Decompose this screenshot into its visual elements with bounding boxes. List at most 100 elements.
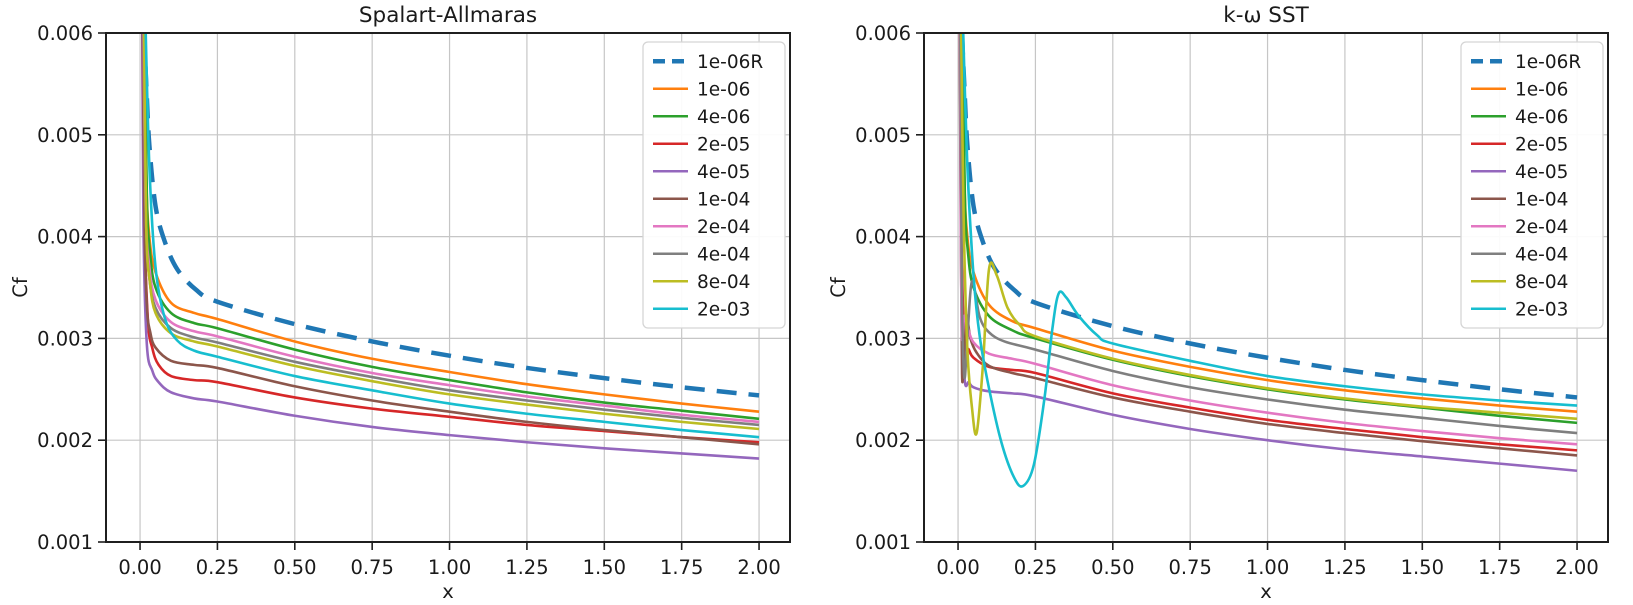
x-tick-label: 1.25 xyxy=(1323,556,1366,579)
y-tick-label: 0.005 xyxy=(855,124,911,147)
series-line-1e-06R xyxy=(141,33,760,398)
y-tick-label: 0.002 xyxy=(37,429,93,452)
legend-entry-label: 4e-04 xyxy=(697,244,750,265)
legend: 1e-06R 1e-06 4e-06 2e-05 4e-05 1e-04 2e-04 4e-0… xyxy=(1460,41,1604,329)
legend-entry-label: 2e-05 xyxy=(1515,134,1568,155)
series-line-1e-06R xyxy=(959,33,1578,400)
legend-entry-label: 1e-04 xyxy=(697,189,750,210)
legend-entry-4e-05: 4e-05 xyxy=(653,162,750,183)
legend-entry-label: 1e-06R xyxy=(697,52,763,73)
y-tick-label: 0.006 xyxy=(855,22,911,45)
series-line-1e-04 xyxy=(141,33,760,446)
x-tick-label: 0.00 xyxy=(936,556,979,579)
legend-entry-label: 2e-05 xyxy=(697,134,750,155)
legend-entry-label: 1e-04 xyxy=(1515,189,1568,210)
x-tick-label: 1.50 xyxy=(583,556,626,579)
x-tick-label: 0.50 xyxy=(1091,556,1134,579)
legend: 1e-06R 1e-06 4e-06 2e-05 4e-05 1e-04 2e-04 4e-0… xyxy=(642,41,786,329)
legend-entry-label: 2e-03 xyxy=(697,299,750,320)
x-tick-label: 2.00 xyxy=(1555,556,1598,579)
x-tick-label: 1.25 xyxy=(505,556,548,579)
y-tick-label: 0.002 xyxy=(855,429,911,452)
series-line-4e-06 xyxy=(143,33,760,421)
x-tick-label: 1.75 xyxy=(660,556,703,579)
series-curves xyxy=(141,33,760,460)
legend-entry-4e-05: 4e-05 xyxy=(1471,162,1568,183)
series-line-8e-04 xyxy=(959,33,1578,436)
legend-entry-1e-06: 1e-06 xyxy=(1471,79,1568,100)
legend-entry-1e-04: 1e-04 xyxy=(1471,189,1568,210)
series-line-8e-04 xyxy=(142,33,760,431)
series-line-2e-03 xyxy=(961,33,1578,488)
legend-entry-1e-06: 1e-06 xyxy=(653,79,750,100)
legend-entry-label: 4e-05 xyxy=(1515,162,1568,183)
legend-entry-2e-04: 2e-04 xyxy=(1471,217,1568,238)
x-tick-label: 1.00 xyxy=(1246,556,1289,579)
legend-entry-label: 4e-05 xyxy=(697,162,750,183)
x-tick-label: 2.00 xyxy=(737,556,780,579)
x-tick-label: 0.75 xyxy=(350,556,393,579)
legend-box xyxy=(642,41,786,329)
y-tick-label: 0.001 xyxy=(855,531,911,554)
legend-entry-8e-04: 8e-04 xyxy=(653,272,750,293)
y-tick-label: 0.005 xyxy=(37,124,93,147)
legend-entry-4e-04: 4e-04 xyxy=(1471,244,1568,265)
x-tick-label: 0.25 xyxy=(196,556,239,579)
axis-ticks: 0.00 0.25 0.50 0.75 1.00 1.25 1.50 1.75 2.00 0.00… xyxy=(37,22,781,579)
y-tick-label: 0.004 xyxy=(855,226,911,249)
legend-entry-4e-06: 4e-06 xyxy=(653,107,750,128)
legend-entry-2e-03: 2e-03 xyxy=(653,299,750,320)
y-tick-label: 0.004 xyxy=(37,226,93,249)
axes-frame xyxy=(923,32,1609,543)
x-tick-label: 1.75 xyxy=(1478,556,1521,579)
x-axis-label: x xyxy=(442,580,454,603)
y-tick-label: 0.003 xyxy=(37,327,93,350)
x-tick-label: 1.50 xyxy=(1401,556,1444,579)
legend-entry-2e-04: 2e-04 xyxy=(653,217,750,238)
subplot-k-omega-sst: 0.00 0.25 0.50 0.75 1.00 1.25 1.50 1.75 2.00 0.00… xyxy=(827,3,1609,603)
legend-entry-1e-04: 1e-04 xyxy=(653,189,750,210)
legend-entry-4e-06: 4e-06 xyxy=(1471,107,1568,128)
legend-entry-label: 2e-03 xyxy=(1515,299,1568,320)
legend-entry-1e-06R: 1e-06R xyxy=(653,52,763,73)
legend-entry-4e-04: 4e-04 xyxy=(653,244,750,265)
legend-entry-label: 4e-06 xyxy=(697,107,750,128)
series-line-1e-04 xyxy=(958,33,1578,457)
legend-entry-2e-05: 2e-05 xyxy=(653,134,750,155)
legend-entry-1e-06R: 1e-06R xyxy=(1471,52,1581,73)
axes-frame xyxy=(105,32,791,543)
x-tick-label: 1.00 xyxy=(428,556,471,579)
legend-entry-8e-04: 8e-04 xyxy=(1471,272,1568,293)
y-tick-label: 0.001 xyxy=(37,531,93,554)
y-tick-label: 0.006 xyxy=(37,22,93,45)
legend-entry-label: 4e-06 xyxy=(1515,107,1568,128)
series-curves xyxy=(958,33,1578,488)
legend-entry-label: 8e-04 xyxy=(1515,272,1568,293)
legend-box xyxy=(1460,41,1604,329)
y-tick-label: 0.003 xyxy=(855,327,911,350)
x-axis-label: x xyxy=(1260,580,1272,603)
legend-entry-label: 1e-06 xyxy=(697,79,750,100)
legend-entry-label: 1e-06R xyxy=(1515,52,1581,73)
legend-entry-label: 2e-04 xyxy=(697,217,750,238)
subplot-title: Spalart-Allmaras xyxy=(359,3,537,28)
y-axis-label: Cf xyxy=(9,276,32,298)
y-axis-label: Cf xyxy=(827,276,850,298)
legend-entry-label: 8e-04 xyxy=(697,272,750,293)
x-tick-label: 0.75 xyxy=(1168,556,1211,579)
subplot-spalart-allmaras: 0.00 0.25 0.50 0.75 1.00 1.25 1.50 1.75 2.00 0.00… xyxy=(9,3,791,603)
x-tick-label: 0.00 xyxy=(118,556,161,579)
series-line-4e-05 xyxy=(141,33,760,460)
x-tick-label: 0.50 xyxy=(273,556,316,579)
legend-entry-label: 1e-06 xyxy=(1515,79,1568,100)
legend-entry-label: 2e-04 xyxy=(1515,217,1568,238)
legend-entry-2e-05: 2e-05 xyxy=(1471,134,1568,155)
legend-entry-2e-03: 2e-03 xyxy=(1471,299,1568,320)
series-line-2e-03 xyxy=(144,33,760,439)
series-line-4e-04 xyxy=(959,33,1578,435)
x-tick-label: 0.25 xyxy=(1014,556,1057,579)
subplot-title: k-ω SST xyxy=(1223,3,1309,28)
legend-entry-label: 4e-04 xyxy=(1515,244,1568,265)
